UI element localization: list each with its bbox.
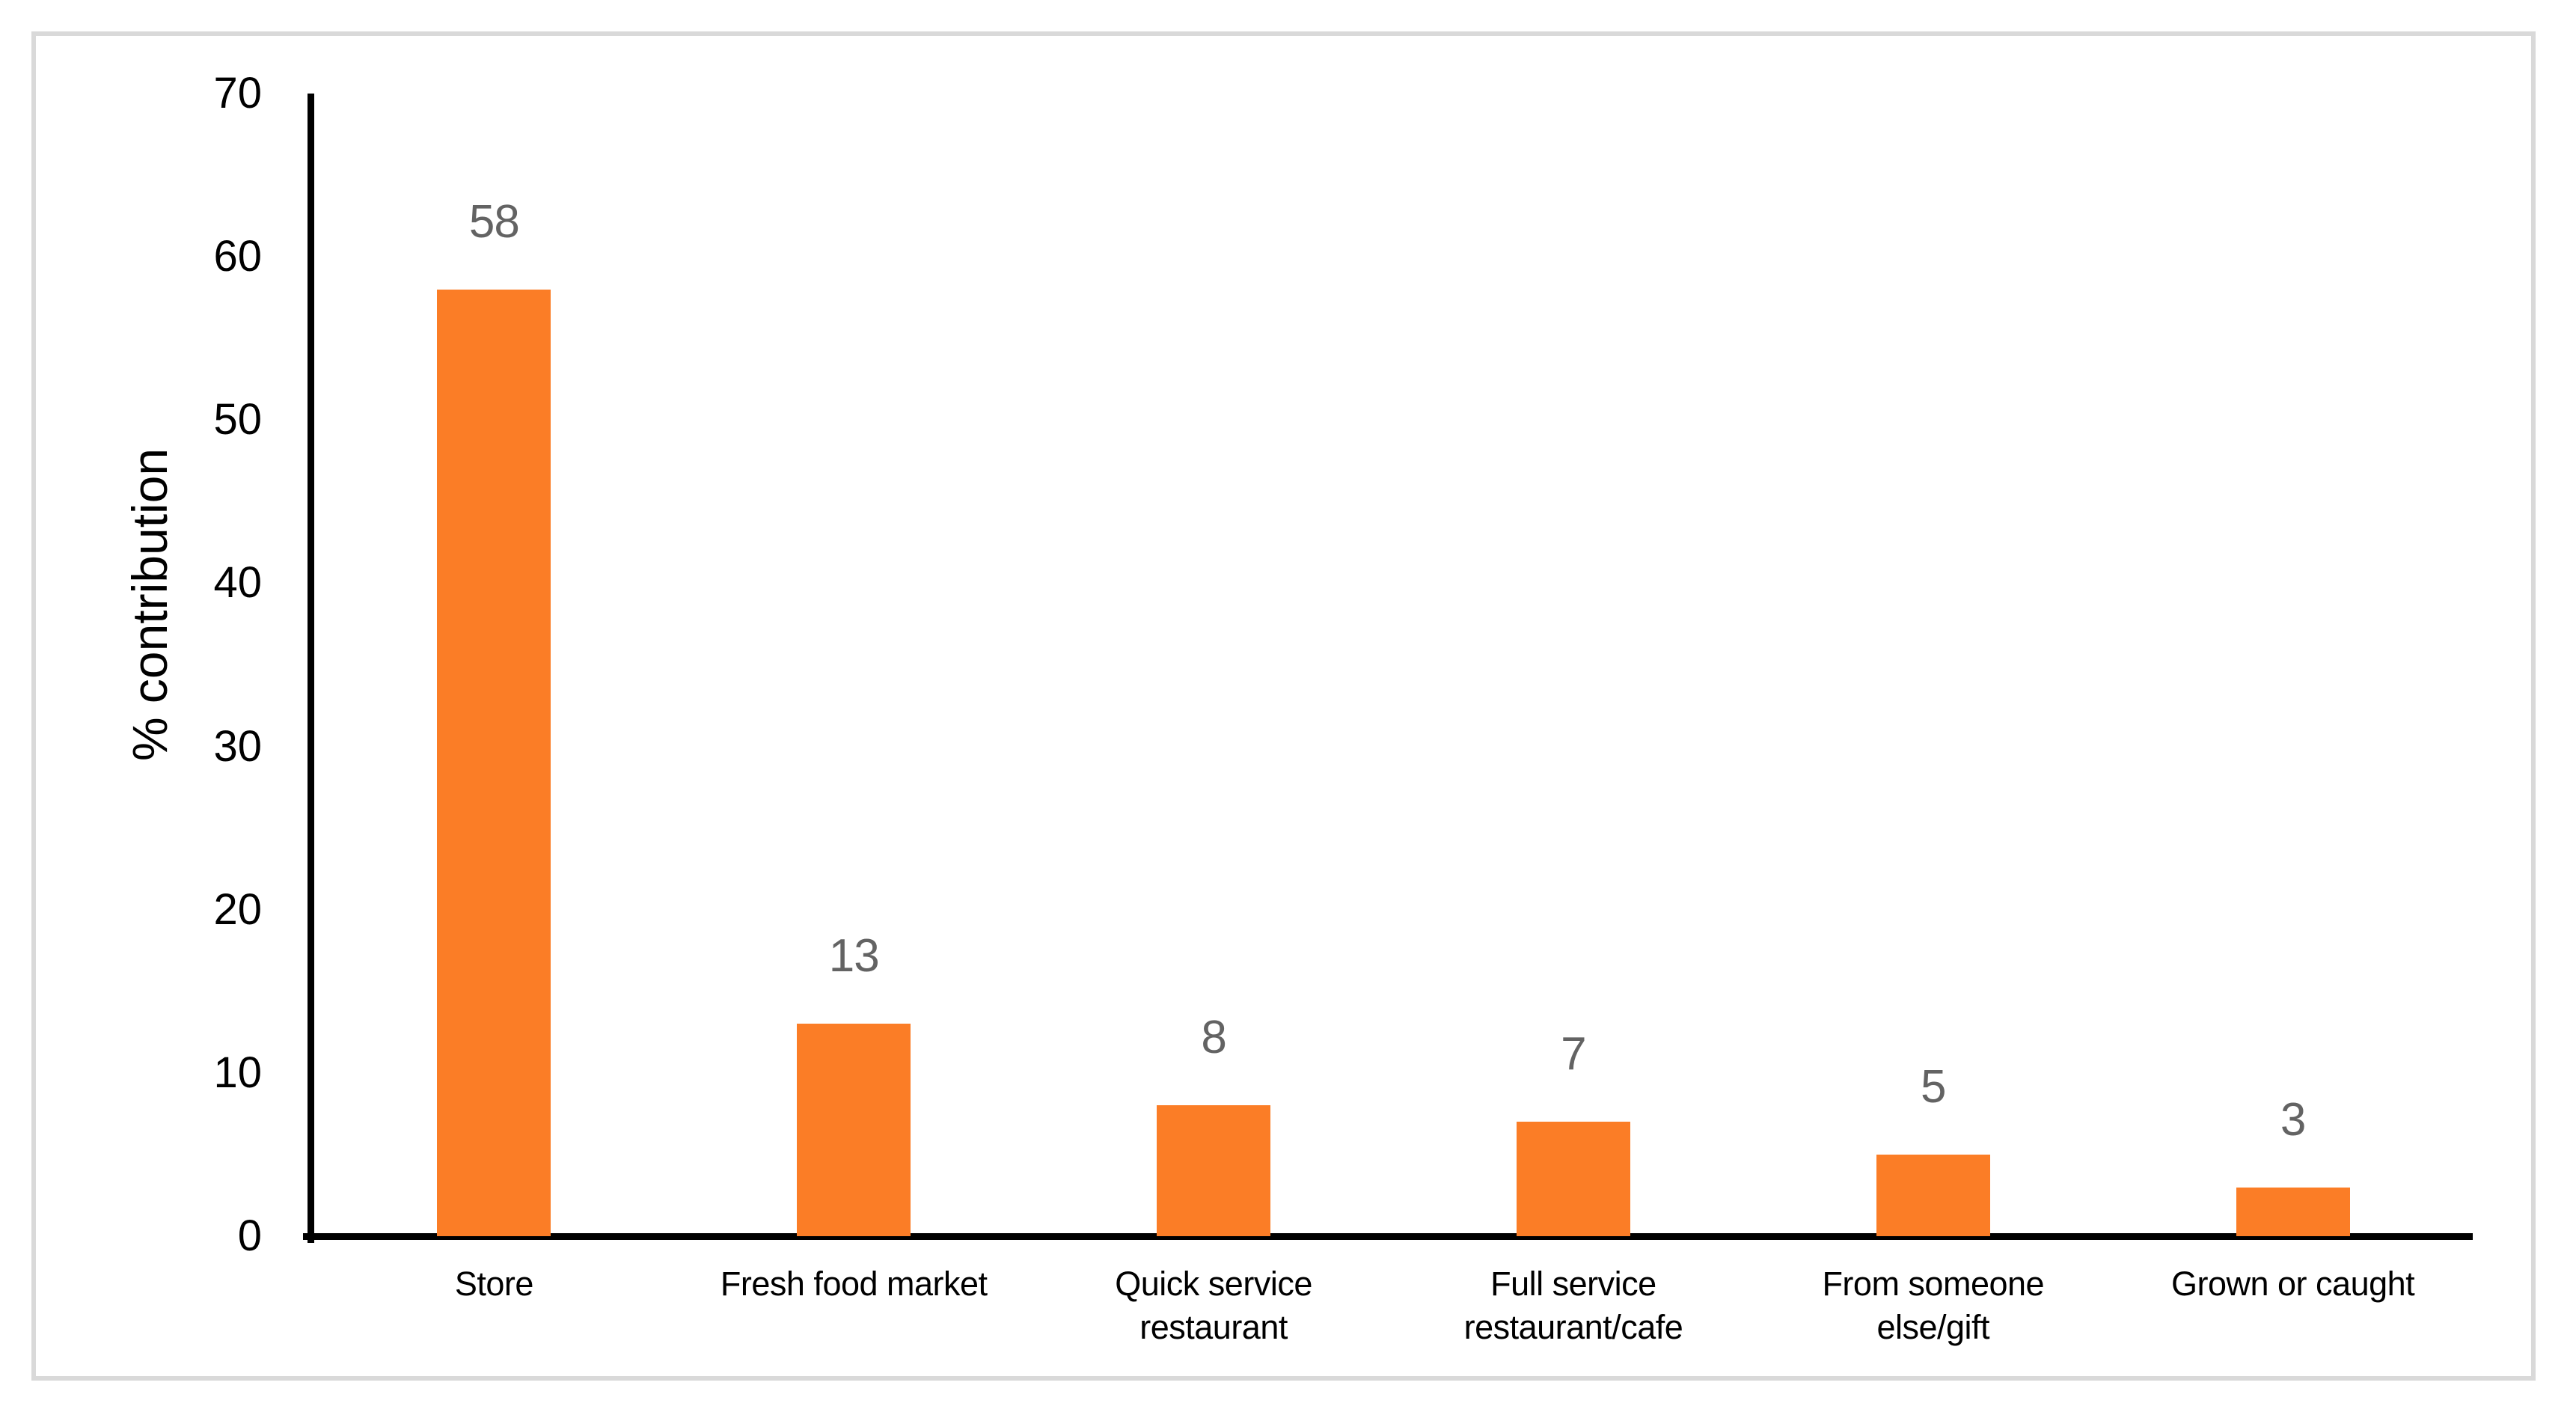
data-label-0: 58 <box>468 195 520 248</box>
data-label-5: 3 <box>2280 1093 2306 1146</box>
x-axis-label-line: Quick service <box>1115 1265 1312 1303</box>
y-axis-line <box>308 94 314 1243</box>
x-axis-label-line: From someone <box>1822 1265 2045 1303</box>
data-label-2: 8 <box>1201 1012 1226 1064</box>
bar-5 <box>2236 1187 2350 1236</box>
bar-1 <box>797 1024 911 1236</box>
y-tick-label: 40 <box>213 558 262 608</box>
x-axis-label-line: Store <box>454 1265 534 1303</box>
y-tick-label: 30 <box>213 721 262 771</box>
x-axis-label-line: Fresh food market <box>720 1265 988 1303</box>
bar-2 <box>1157 1105 1271 1236</box>
y-tick-label: 20 <box>213 884 262 934</box>
x-axis-line <box>303 1232 2473 1240</box>
x-axis-label-2: Quick service restaurant <box>1034 1262 1394 1349</box>
x-axis-label-line: Full service <box>1490 1265 1656 1303</box>
bar-4 <box>1876 1154 1990 1236</box>
x-axis-label-5: Grown or caught <box>2113 1262 2473 1306</box>
y-tick-label: 70 <box>213 69 262 117</box>
y-tick-label: 0 <box>237 1211 262 1260</box>
x-axis-label-line: restaurant <box>1139 1308 1288 1346</box>
y-tick-label: 10 <box>213 1048 262 1097</box>
bar-3 <box>1516 1122 1630 1236</box>
x-axis-label-0: Store <box>314 1262 674 1306</box>
x-axis-label-line: Grown or caught <box>2170 1265 2415 1303</box>
data-label-3: 7 <box>1561 1028 1586 1081</box>
x-axis-label-1: Fresh food market <box>674 1262 1034 1306</box>
x-axis-label-3: Full service restaurant/cafe <box>1394 1262 1754 1349</box>
data-label-1: 13 <box>828 930 880 983</box>
data-label-4: 5 <box>1921 1060 1946 1113</box>
y-tick-label: 60 <box>213 232 262 281</box>
y-tick-label: 50 <box>213 395 262 444</box>
bar-0 <box>437 289 551 1236</box>
x-axis-label-line: restaurant/cafe <box>1463 1308 1683 1346</box>
x-axis-label-4: From someone else/gift <box>1753 1262 2113 1349</box>
x-axis-label-line: else/gift <box>1876 1308 1990 1346</box>
